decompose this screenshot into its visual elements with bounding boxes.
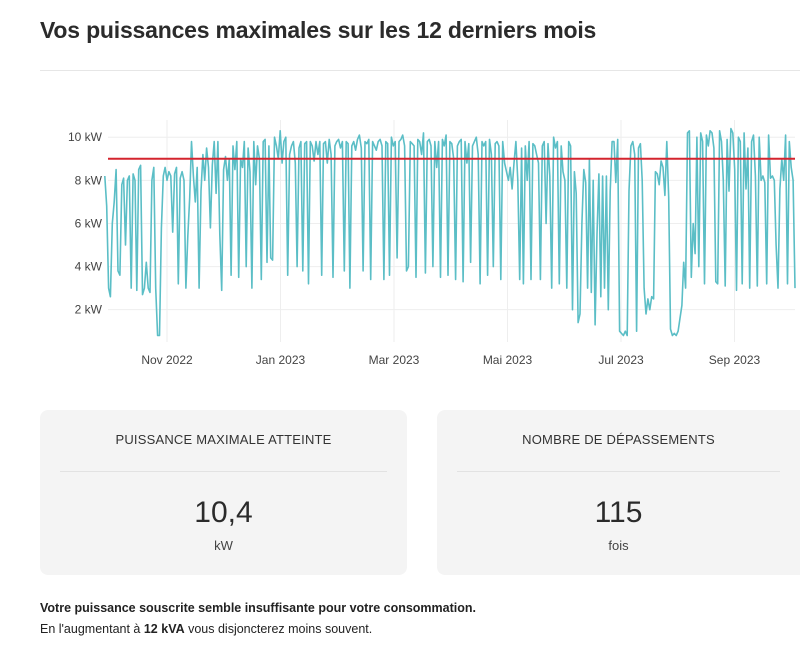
notice-prefix: En l'augmentant à: [40, 622, 144, 636]
max-power-heading: PUISSANCE MAXIMALE ATTEINTE: [115, 432, 332, 447]
x-tick-label: Jan 2023: [256, 353, 306, 367]
notice-detail: En l'augmentant à 12 kVA vous disjoncter…: [40, 619, 476, 640]
max-power-chart[interactable]: 2 kW 4 kW 6 kW 8 kW 10 kW Nov 2022 Jan 2023 Ma…: [0, 110, 800, 380]
notice-headline: Votre puissance souscrite semble insuffi…: [40, 601, 476, 615]
notice-highlight: 12 kVA: [143, 622, 185, 636]
exceedances-value: 115: [594, 496, 643, 529]
y-tick-label: 6 kW: [75, 216, 103, 230]
series-line: [104, 127, 796, 337]
exceedances-heading: NOMBRE DE DÉPASSEMENTS: [522, 432, 715, 447]
series-layer: [104, 127, 796, 337]
title-divider: [40, 70, 800, 71]
x-tick-label: Mai 2023: [483, 353, 533, 367]
max-power-unit: kW: [214, 538, 233, 553]
x-tick-label: Nov 2022: [141, 353, 193, 367]
x-tick-label: Mar 2023: [369, 353, 420, 367]
y-tick-label: 8 kW: [75, 173, 103, 187]
exceedances-unit: fois: [608, 538, 629, 553]
card-divider: [60, 471, 387, 472]
exceedances-card: NOMBRE DE DÉPASSEMENTS 115 fois: [437, 410, 800, 575]
y-tick-label: 4 kW: [75, 260, 103, 274]
y-axis-ticks: 2 kW 4 kW 6 kW 8 kW 10 kW: [68, 130, 103, 316]
y-tick-label: 10 kW: [68, 130, 103, 144]
x-tick-label: Sep 2023: [709, 353, 761, 367]
recommendation-notice: Votre puissance souscrite semble insuffi…: [40, 598, 476, 640]
page-title: Vos puissances maximales sur les 12 dern…: [40, 17, 597, 43]
x-axis-ticks: Nov 2022 Jan 2023 Mar 2023 Mai 2023 Jul 2023…: [141, 353, 760, 367]
max-power-card: PUISSANCE MAXIMALE ATTEINTE 10,4 kW: [40, 410, 407, 575]
grid-layer: [108, 120, 795, 342]
y-tick-label: 2 kW: [75, 303, 103, 317]
x-tick-label: Jul 2023: [598, 353, 644, 367]
notice-suffix: vous disjoncterez moins souvent.: [184, 622, 373, 636]
max-power-value: 10,4: [194, 496, 253, 529]
card-divider: [457, 471, 780, 472]
